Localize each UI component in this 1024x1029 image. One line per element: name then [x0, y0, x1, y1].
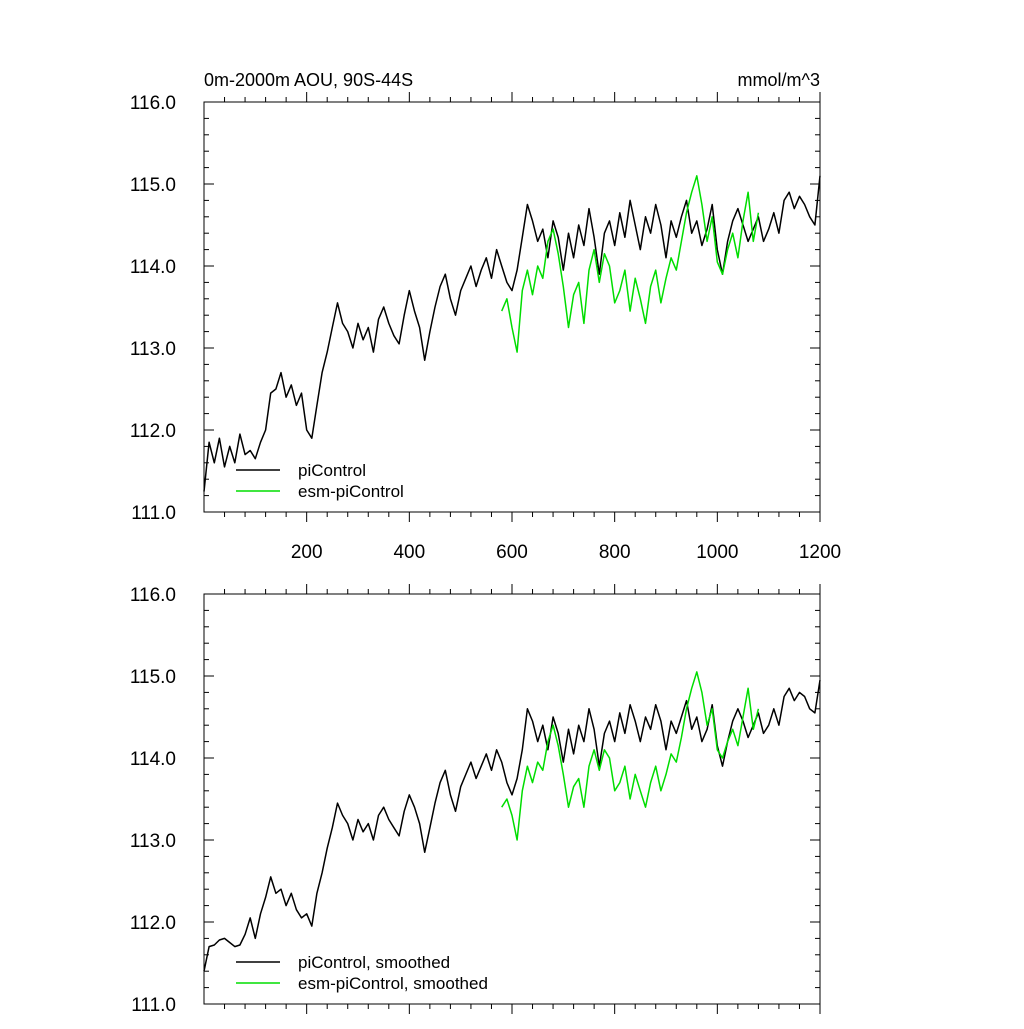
series-line-picontrol	[203, 175, 821, 492]
x-tick-label: 400	[393, 542, 425, 563]
y-tick-label: 111.0	[131, 995, 176, 1016]
y-tick-label: 113.0	[130, 339, 176, 360]
x-tick-label: 800	[599, 542, 631, 563]
series-line-esm-picontrol	[501, 175, 760, 353]
bottom-panel-ticks: 111.0 112.0 113.0 114.0 115.0 116.0	[130, 584, 821, 1016]
chart-units-label: mmol/m^3	[738, 70, 820, 90]
y-tick-label: 115.0	[130, 175, 176, 196]
x-tick-label: 600	[496, 542, 528, 563]
legend-label-picontrol-smoothed: piControl, smoothed	[298, 953, 450, 972]
y-tick-label: 115.0	[130, 667, 176, 688]
y-tick-label: 113.0	[130, 831, 176, 852]
x-tick-label: 1000	[696, 542, 738, 563]
bottom-legend: piControl, smoothed esm-piControl, smoot…	[236, 953, 488, 993]
series-line-esm-picontrol-smoothed	[501, 671, 760, 841]
y-tick-label: 114.0	[130, 749, 176, 770]
y-tick-label: 116.0	[130, 93, 176, 114]
series-line-picontrol-smoothed	[203, 679, 821, 972]
x-tick-label: 200	[291, 542, 323, 563]
legend-label-picontrol: piControl	[298, 461, 366, 480]
y-tick-label: 112.0	[130, 913, 176, 934]
y-tick-label: 112.0	[130, 421, 176, 442]
legend-label-esm-picontrol-smoothed: esm-piControl, smoothed	[298, 974, 488, 993]
chart-title-left: 0m-2000m AOU, 90S-44S	[204, 70, 413, 90]
x-tick-label: 1200	[799, 542, 841, 563]
y-tick-label: 116.0	[130, 585, 176, 606]
bottom-panel: 111.0 112.0 113.0 114.0 115.0 116.0 piControl…	[130, 584, 821, 1016]
top-panel: 0m-2000m AOU, 90S-44S mmol/m^3 111.0 112.…	[130, 70, 841, 563]
top-legend: piControl esm-piControl	[236, 461, 404, 501]
top-panel-series	[203, 175, 821, 492]
top-panel-ticks: 111.0 112.0 113.0 114.0 115.0 116.0 200 400 600 8…	[130, 92, 841, 563]
top-plot-frame	[203, 101, 821, 513]
y-tick-label: 114.0	[130, 257, 176, 278]
bottom-panel-series	[203, 671, 821, 972]
bottom-plot-frame	[203, 593, 821, 1005]
y-tick-label: 111.0	[131, 503, 176, 524]
legend-label-esm-picontrol: esm-piControl	[298, 482, 404, 501]
